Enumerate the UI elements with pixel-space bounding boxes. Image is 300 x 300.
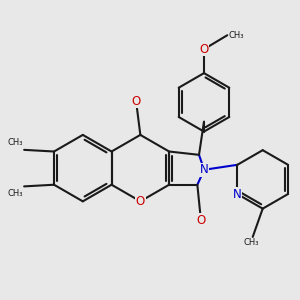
Text: O: O bbox=[136, 195, 145, 208]
Text: CH₃: CH₃ bbox=[7, 138, 22, 147]
Text: N: N bbox=[233, 188, 242, 200]
Text: O: O bbox=[200, 43, 208, 56]
Text: O: O bbox=[196, 214, 205, 227]
Text: N: N bbox=[200, 163, 208, 176]
Text: CH₃: CH₃ bbox=[7, 189, 22, 198]
Text: CH₃: CH₃ bbox=[229, 31, 244, 40]
Text: CH₃: CH₃ bbox=[244, 238, 259, 247]
Text: O: O bbox=[132, 94, 141, 108]
